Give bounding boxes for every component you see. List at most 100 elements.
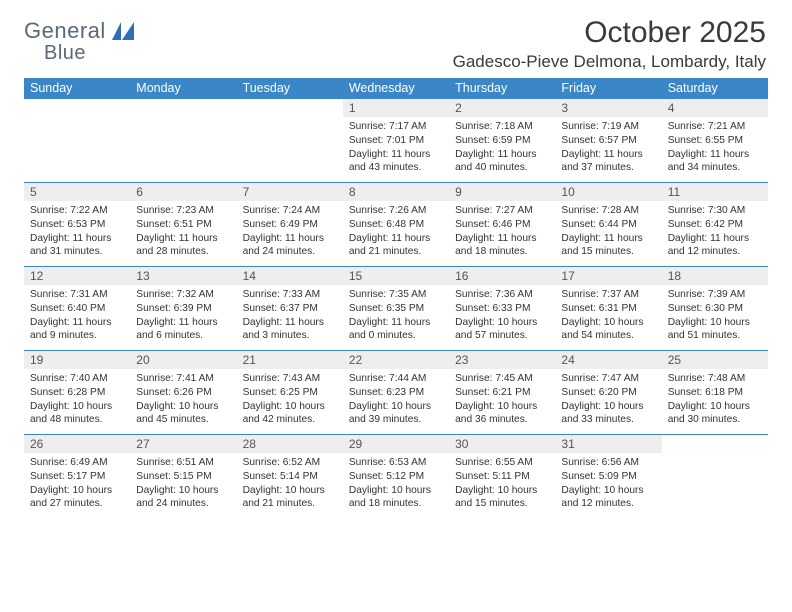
- day-ss: Sunset: 6:35 PM: [349, 302, 443, 316]
- day-d2: and 3 minutes.: [243, 329, 337, 343]
- day-d1: Daylight: 11 hours: [136, 316, 230, 330]
- day-cell: Sunrise: 7:36 AMSunset: 6:33 PMDaylight:…: [449, 285, 555, 351]
- day-sr: Sunrise: 6:53 AM: [349, 456, 443, 470]
- day-ss: Sunset: 6:23 PM: [349, 386, 443, 400]
- day-d1: Daylight: 11 hours: [349, 316, 443, 330]
- brand-word2: Blue: [44, 42, 86, 64]
- day-number: 7: [237, 183, 343, 202]
- day-cell: Sunrise: 6:55 AMSunset: 5:11 PMDaylight:…: [449, 453, 555, 518]
- day-d1: Daylight: 11 hours: [349, 148, 443, 162]
- day-ss: Sunset: 5:15 PM: [136, 470, 230, 484]
- day-sr: Sunrise: 7:39 AM: [668, 288, 762, 302]
- day-cell: Sunrise: 7:44 AMSunset: 6:23 PMDaylight:…: [343, 369, 449, 435]
- day-cell: Sunrise: 7:31 AMSunset: 6:40 PMDaylight:…: [24, 285, 130, 351]
- day-number: 28: [237, 435, 343, 454]
- day-ss: Sunset: 6:31 PM: [561, 302, 655, 316]
- day-d2: and 18 minutes.: [455, 245, 549, 259]
- day-number: 20: [130, 351, 236, 370]
- day-d2: and 15 minutes.: [561, 245, 655, 259]
- day-d2: and 24 minutes.: [136, 497, 230, 511]
- day-sr: Sunrise: 7:43 AM: [243, 372, 337, 386]
- day-sr: Sunrise: 7:19 AM: [561, 120, 655, 134]
- day-d2: and 36 minutes.: [455, 413, 549, 427]
- day-number-row: 262728293031: [24, 435, 768, 454]
- day-cell: Sunrise: 7:28 AMSunset: 6:44 PMDaylight:…: [555, 201, 661, 267]
- day-d1: Daylight: 11 hours: [136, 232, 230, 246]
- day-ss: Sunset: 6:20 PM: [561, 386, 655, 400]
- day-d1: Daylight: 10 hours: [349, 484, 443, 498]
- day-d1: Daylight: 11 hours: [455, 148, 549, 162]
- day-sr: Sunrise: 7:17 AM: [349, 120, 443, 134]
- day-number: 16: [449, 267, 555, 286]
- day-d1: Daylight: 11 hours: [243, 316, 337, 330]
- day-ss: Sunset: 6:26 PM: [136, 386, 230, 400]
- day-cell: Sunrise: 7:41 AMSunset: 6:26 PMDaylight:…: [130, 369, 236, 435]
- day-ss: Sunset: 5:17 PM: [30, 470, 124, 484]
- day-ss: Sunset: 6:37 PM: [243, 302, 337, 316]
- day-sr: Sunrise: 7:24 AM: [243, 204, 337, 218]
- day-d2: and 21 minutes.: [243, 497, 337, 511]
- day-ss: Sunset: 6:30 PM: [668, 302, 762, 316]
- day-ss: Sunset: 5:12 PM: [349, 470, 443, 484]
- day-number: 3: [555, 99, 661, 117]
- day-ss: Sunset: 7:01 PM: [349, 134, 443, 148]
- day-ss: Sunset: 6:53 PM: [30, 218, 124, 232]
- day-d1: Daylight: 11 hours: [243, 232, 337, 246]
- day-number: 11: [662, 183, 768, 202]
- day-number: [237, 99, 343, 117]
- day-cell: Sunrise: 7:39 AMSunset: 6:30 PMDaylight:…: [662, 285, 768, 351]
- day-cell: Sunrise: 6:49 AMSunset: 5:17 PMDaylight:…: [24, 453, 130, 518]
- day-number: 1: [343, 99, 449, 117]
- day-number: 21: [237, 351, 343, 370]
- day-sr: Sunrise: 7:40 AM: [30, 372, 124, 386]
- day-cell: Sunrise: 7:17 AMSunset: 7:01 PMDaylight:…: [343, 117, 449, 183]
- day-sr: Sunrise: 7:31 AM: [30, 288, 124, 302]
- day-ss: Sunset: 6:33 PM: [455, 302, 549, 316]
- day-cell: Sunrise: 6:53 AMSunset: 5:12 PMDaylight:…: [343, 453, 449, 518]
- day-ss: Sunset: 6:51 PM: [136, 218, 230, 232]
- day-cell: Sunrise: 7:18 AMSunset: 6:59 PMDaylight:…: [449, 117, 555, 183]
- day-d2: and 24 minutes.: [243, 245, 337, 259]
- day-d2: and 6 minutes.: [136, 329, 230, 343]
- day-number: 8: [343, 183, 449, 202]
- day-d2: and 40 minutes.: [455, 161, 549, 175]
- day-d2: and 31 minutes.: [30, 245, 124, 259]
- day-cell: Sunrise: 7:30 AMSunset: 6:42 PMDaylight:…: [662, 201, 768, 267]
- day-d1: Daylight: 10 hours: [136, 400, 230, 414]
- day-d2: and 12 minutes.: [668, 245, 762, 259]
- day-d1: Daylight: 10 hours: [668, 316, 762, 330]
- day-cell: Sunrise: 7:48 AMSunset: 6:18 PMDaylight:…: [662, 369, 768, 435]
- day-number: 24: [555, 351, 661, 370]
- day-d2: and 28 minutes.: [136, 245, 230, 259]
- day-ss: Sunset: 6:21 PM: [455, 386, 549, 400]
- day-number: [662, 435, 768, 454]
- day-d2: and 51 minutes.: [668, 329, 762, 343]
- day-cell: Sunrise: 6:56 AMSunset: 5:09 PMDaylight:…: [555, 453, 661, 518]
- day-number: [24, 99, 130, 117]
- day-body-row: Sunrise: 7:40 AMSunset: 6:28 PM Daylight:…: [24, 369, 768, 435]
- day-sr: Sunrise: 7:47 AM: [561, 372, 655, 386]
- day-d1: Daylight: 11 hours: [668, 232, 762, 246]
- day-sr: Sunrise: 6:56 AM: [561, 456, 655, 470]
- day-cell: Sunrise: 7:45 AMSunset: 6:21 PMDaylight:…: [449, 369, 555, 435]
- day-cell: Sunrise: 7:21 AMSunset: 6:55 PMDaylight:…: [662, 117, 768, 183]
- day-sr: Sunrise: 7:35 AM: [349, 288, 443, 302]
- weekday-header-row: Sunday Monday Tuesday Wednesday Thursday…: [24, 78, 768, 99]
- day-sr: Sunrise: 7:41 AM: [136, 372, 230, 386]
- brand-logo: General: [24, 18, 138, 44]
- day-sr: Sunrise: 6:55 AM: [455, 456, 549, 470]
- day-d2: and 57 minutes.: [455, 329, 549, 343]
- day-number: 15: [343, 267, 449, 286]
- day-sr: Sunrise: 7:23 AM: [136, 204, 230, 218]
- day-ss: Sunset: 6:57 PM: [561, 134, 655, 148]
- day-d2: and 43 minutes.: [349, 161, 443, 175]
- page-subtitle: Gadesco-Pieve Delmona, Lombardy, Italy: [24, 52, 766, 72]
- day-cell: Sunrise: 6:51 AMSunset: 5:15 PMDaylight:…: [130, 453, 236, 518]
- day-sr: Sunrise: 7:37 AM: [561, 288, 655, 302]
- day-d1: Daylight: 10 hours: [243, 484, 337, 498]
- day-number: 29: [343, 435, 449, 454]
- day-cell: [662, 453, 768, 518]
- day-d1: Daylight: 10 hours: [561, 316, 655, 330]
- day-ss: Sunset: 6:28 PM: [30, 386, 124, 400]
- day-number: 17: [555, 267, 661, 286]
